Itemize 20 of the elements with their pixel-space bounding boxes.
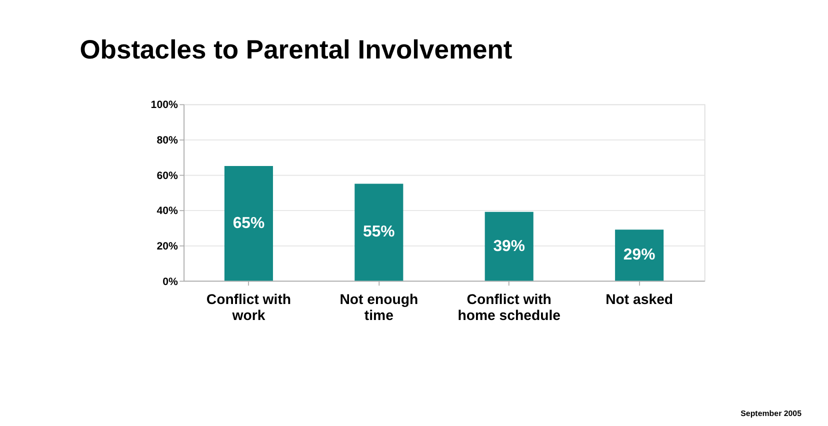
x-tick-label: Not enough time	[340, 291, 418, 324]
x-tick-label: Conflict with home schedule	[458, 291, 561, 324]
data-label: 65%	[232, 214, 265, 232]
bar	[224, 166, 273, 281]
y-tick-label: 40%	[156, 205, 178, 218]
y-tick-label: 60%	[156, 170, 178, 182]
x-tick-label: Not asked	[606, 291, 674, 308]
y-tick-label: 0%	[162, 276, 178, 288]
bar	[484, 212, 534, 281]
y-tick-label: 100%	[150, 99, 178, 112]
y-tick-label: 20%	[156, 240, 178, 252]
text: September 2005	[740, 408, 802, 418]
data-label: 39%	[493, 238, 526, 255]
bar	[354, 184, 404, 281]
data-label: 29%	[623, 246, 656, 264]
x-tick-label: Conflict with work	[206, 291, 292, 324]
data-label: 55%	[363, 224, 395, 241]
bar	[615, 230, 664, 281]
chart-title: Obstacles to Parental Involvement	[80, 34, 512, 64]
y-tick-label: 80%	[156, 134, 178, 147]
